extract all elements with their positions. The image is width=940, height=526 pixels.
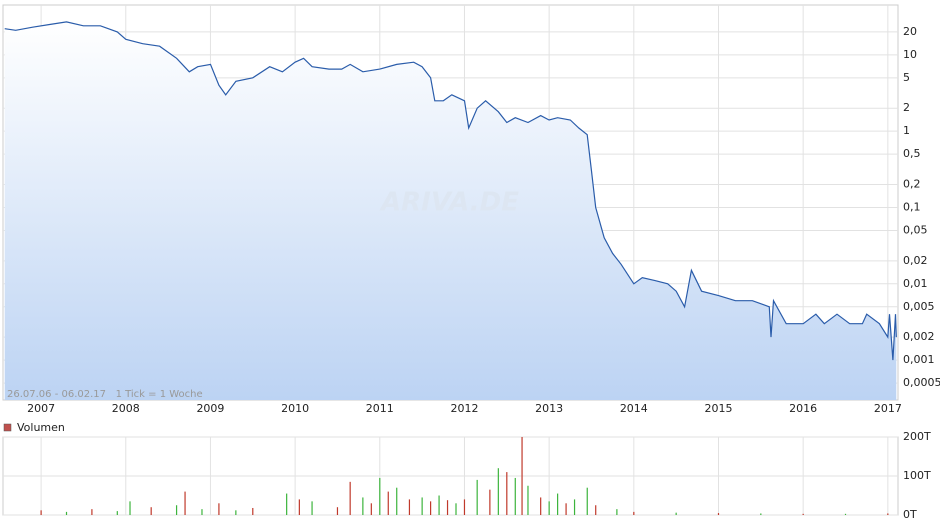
volume-bar <box>387 491 389 515</box>
x-tick-label: 2017 <box>874 402 902 415</box>
y-tick-label: 5 <box>903 71 910 84</box>
volume-bar <box>311 501 313 515</box>
volume-bar <box>595 505 597 515</box>
volume-bar <box>455 503 457 515</box>
y-tick-label: 20 <box>903 25 917 38</box>
volume-bar <box>91 509 93 515</box>
y-tick-label: 0,5 <box>903 147 921 160</box>
volume-bar <box>298 499 300 515</box>
y-tick-label: 200T <box>903 430 931 443</box>
volume-bar <box>802 513 804 515</box>
y-tick-label: 0,01 <box>903 277 928 290</box>
volume-bar <box>844 513 847 515</box>
legend-swatch <box>3 423 12 432</box>
y-tick-label: 0,2 <box>903 178 921 191</box>
volume-bar <box>201 509 203 515</box>
volume-bar <box>349 481 351 515</box>
volume-bar <box>476 479 478 515</box>
volume-bar <box>184 491 186 515</box>
volume-bar <box>396 487 398 515</box>
volume-bar <box>548 501 550 515</box>
volume-bar <box>540 497 542 515</box>
volume-bar <box>463 499 466 515</box>
volume-bar <box>527 485 529 515</box>
y-tick-label: 100T <box>903 469 931 482</box>
x-tick-label: 2013 <box>535 402 563 415</box>
volume-bar <box>446 500 449 515</box>
y-tick-label: 0T <box>903 508 917 521</box>
y-tick-label: 10 <box>903 48 917 61</box>
y-tick-label: 0,001 <box>903 353 935 366</box>
volume-bar <box>430 501 432 515</box>
x-tick-label: 2015 <box>704 402 732 415</box>
price-line <box>4 21 897 361</box>
y-tick-label: 0,02 <box>903 254 928 267</box>
price-area <box>4 21 897 401</box>
annotation: 26.07.06 - 06.02.17 1 Tick = 1 Woche <box>7 389 203 400</box>
x-tick-label: 2008 <box>112 402 140 415</box>
volume-bar <box>633 511 635 515</box>
volume-bar <box>286 493 288 515</box>
x-tick-label: 2010 <box>281 402 309 415</box>
volume-bar <box>675 512 677 515</box>
volume-bar <box>129 501 131 515</box>
x-tick-label: 2007 <box>27 402 55 415</box>
y-tick-label: 0,05 <box>903 223 928 236</box>
volume-bar <box>336 507 339 515</box>
volume-bar <box>65 511 68 515</box>
y-tick-label: 0,002 <box>903 330 935 343</box>
volume-bar <box>573 499 576 515</box>
volume-bar <box>370 503 372 515</box>
volume-bar <box>252 507 254 515</box>
volume-bar <box>565 503 567 515</box>
volume-bar <box>362 497 364 515</box>
volume-bar <box>116 511 118 515</box>
volume-bar <box>586 487 588 515</box>
volume-bar <box>438 495 440 515</box>
x-tick-label: 2016 <box>789 402 817 415</box>
volume-bar <box>489 489 491 515</box>
watermark: ARIVA.DE <box>379 188 519 218</box>
volume-bar <box>514 477 516 515</box>
x-tick-label: 2012 <box>450 402 478 415</box>
volume-bar <box>150 507 152 515</box>
volume-bar <box>506 472 508 515</box>
volume-bar <box>497 468 499 515</box>
y-tick-label: 0,005 <box>903 300 935 313</box>
volume-bar <box>887 513 889 515</box>
volume-bar <box>40 510 42 515</box>
legend-label: Volumen <box>17 421 65 434</box>
x-tick-label: 2011 <box>366 402 394 415</box>
volume-bar <box>235 510 237 515</box>
volume-bar <box>408 499 411 515</box>
volume-bar <box>175 505 178 515</box>
volume-bar <box>218 503 220 515</box>
y-tick-label: 1 <box>903 124 910 137</box>
volume-bar <box>616 509 618 515</box>
volume-bar <box>760 513 762 515</box>
x-tick-label: 2009 <box>196 402 224 415</box>
volume-bar <box>379 477 381 515</box>
y-tick-label: 2 <box>903 101 910 114</box>
volume-bar <box>521 437 523 515</box>
x-tick-label: 2014 <box>620 402 648 415</box>
volume-bar <box>557 493 559 515</box>
volume-bar <box>421 497 423 515</box>
volume-bar <box>717 513 720 515</box>
y-tick-label: 0,0005 <box>903 376 940 389</box>
y-tick-label: 0,1 <box>903 200 921 213</box>
